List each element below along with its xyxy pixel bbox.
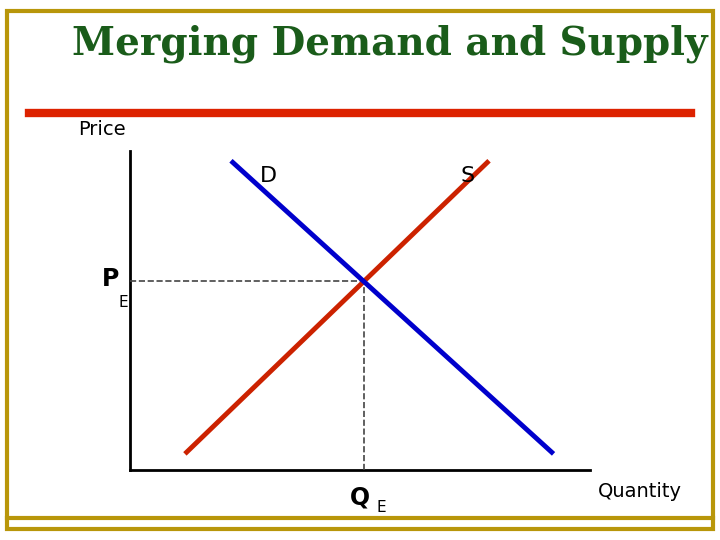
Text: Quantity: Quantity — [598, 482, 682, 501]
Text: E: E — [377, 500, 387, 515]
Text: E: E — [119, 295, 128, 310]
Text: Merging Demand and Supply: Merging Demand and Supply — [72, 24, 708, 63]
Text: S: S — [460, 166, 474, 186]
Text: P: P — [102, 267, 119, 291]
Text: Price: Price — [78, 120, 126, 139]
Text: Q: Q — [350, 486, 370, 510]
Text: D: D — [260, 166, 277, 186]
